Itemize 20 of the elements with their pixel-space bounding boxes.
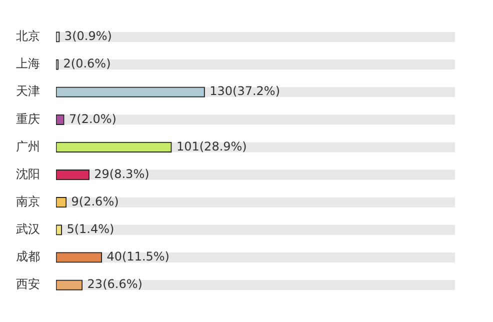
y-tick-label: 沈阳 <box>16 166 40 181</box>
y-tick-label: 天津 <box>16 84 40 98</box>
data-label: 2(0.6%) <box>63 56 111 71</box>
data-label: 9(2.6%) <box>71 194 119 208</box>
data-label: 40(11.5%) <box>106 250 170 264</box>
data-label: 3(0.9%) <box>64 29 112 44</box>
y-tick-label: 北京 <box>16 29 40 44</box>
data-label: 23(6.6%) <box>87 277 142 292</box>
data-label: 130(37.2%) <box>210 84 280 98</box>
y-tick-label: 西安 <box>16 277 40 292</box>
data-label: 7(2.0%) <box>69 112 116 126</box>
y-tick-label: 上海 <box>16 56 40 71</box>
data-label: 101(28.9%) <box>176 139 247 154</box>
y-tick-label: 武汉 <box>16 222 40 236</box>
y-tick-label: 成都 <box>16 250 40 264</box>
y-tick-label: 南京 <box>16 194 40 208</box>
y-tick-label: 重庆 <box>16 112 40 126</box>
y-tick-label: 广州 <box>16 139 40 154</box>
data-label: 29(8.3%) <box>94 166 150 181</box>
data-label: 5(1.4%) <box>66 222 114 236</box>
